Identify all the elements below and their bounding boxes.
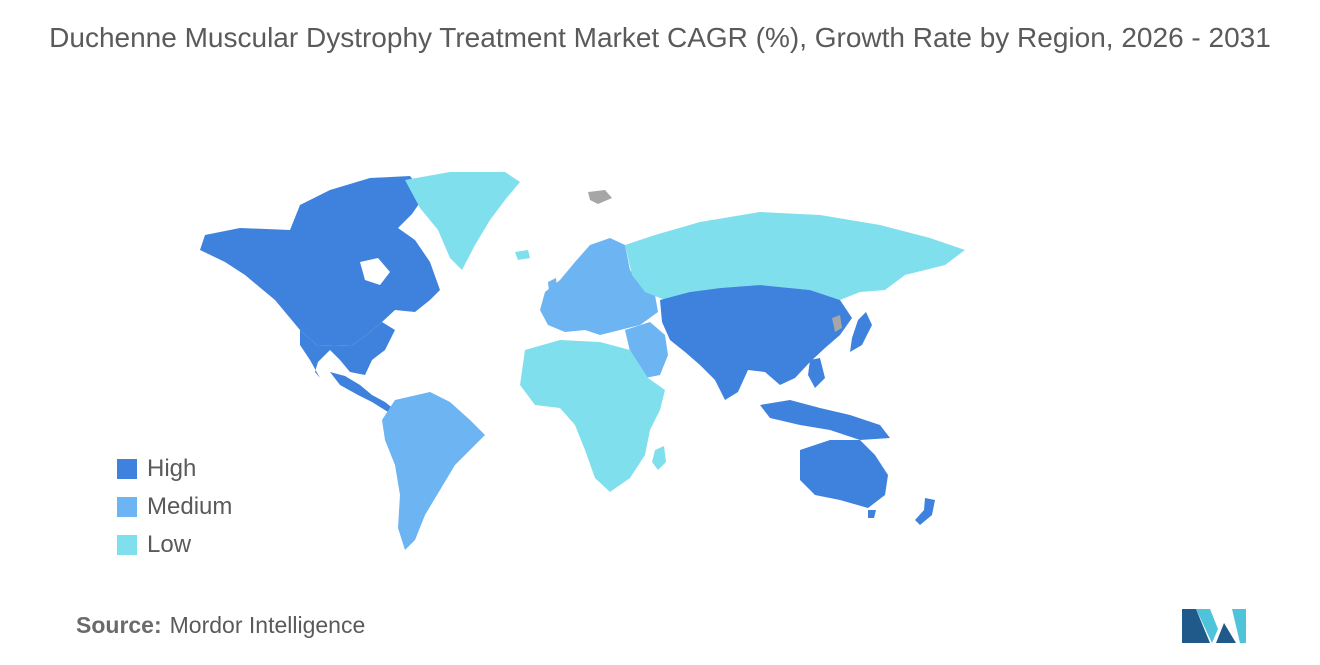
region-north-america [200,176,440,412]
region-europe [540,238,658,335]
land-new-zealand [915,498,935,525]
region-africa [520,340,665,492]
source-value: Mordor Intelligence [169,612,366,638]
land-canada-alaska [200,176,440,346]
source-label: Source: [76,612,162,638]
land-tasmania [868,510,876,518]
region-asia [660,285,852,400]
chart-title: Duchenne Muscular Dystrophy Treatment Ma… [49,22,1271,53]
legend-label-low: Low [147,531,192,558]
land-japan [850,312,872,352]
legend-item-medium: Medium [117,488,232,526]
land-madagascar [652,446,666,470]
legend-swatch-high [117,459,137,479]
land-central-america [330,372,395,412]
source-attribution: Source: Mordor Intelligence [76,612,365,639]
land-philippines [808,358,825,388]
legend-swatch-medium [117,497,137,517]
region-russia [625,212,965,300]
legend-label-medium: Medium [147,493,233,520]
land-usa-mexico [300,322,395,378]
land-greenland [405,172,520,270]
legend: High Medium Low [117,450,232,564]
land-uk [548,278,558,300]
legend-item-low: Low [117,526,232,564]
land-iceland [515,250,530,260]
mordor-intelligence-logo-icon [1182,609,1246,643]
legend-label-high: High [147,455,197,482]
land-svalbard [588,190,612,204]
region-south-america [382,392,485,550]
land-hudson-bay [360,258,390,285]
land-australia [800,440,888,508]
land-indonesia [760,400,890,440]
legend-swatch-low [117,535,137,555]
land-north-korea [832,315,842,332]
legend-item-high: High [117,450,232,488]
